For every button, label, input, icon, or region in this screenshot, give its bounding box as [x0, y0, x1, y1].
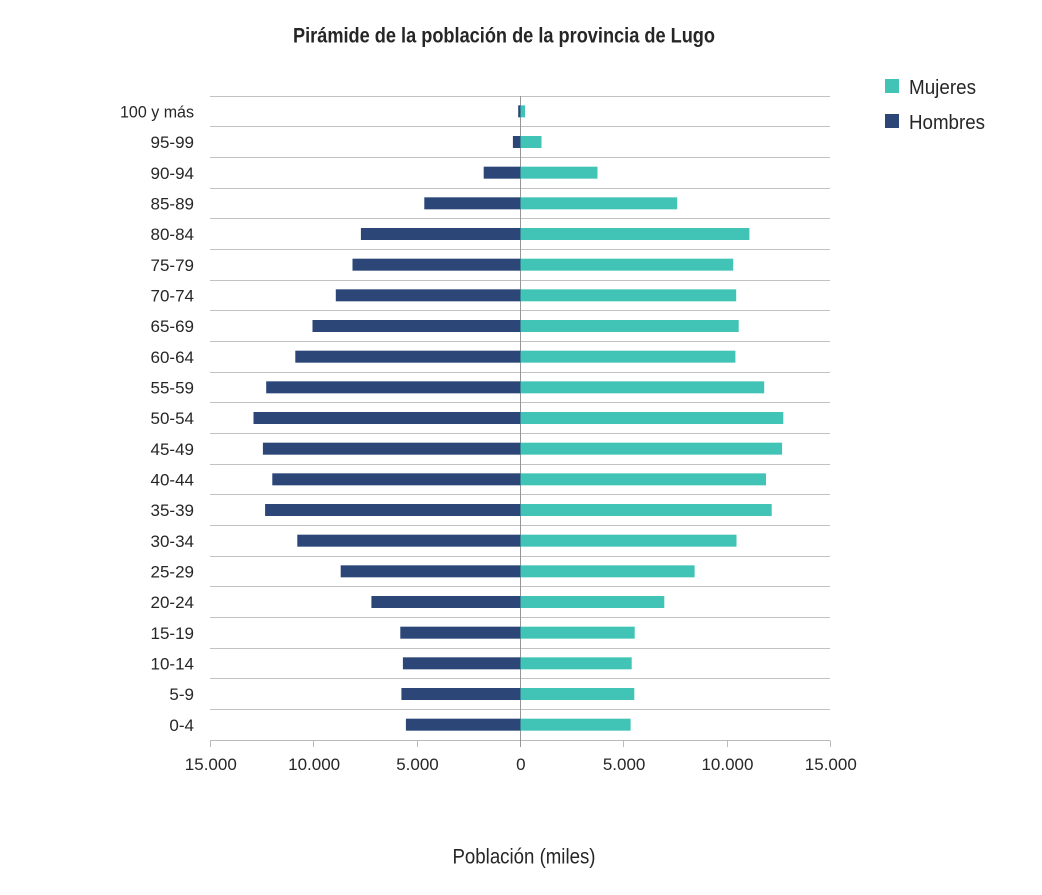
svg-text:15.000: 15.000: [185, 755, 237, 774]
svg-text:5-9: 5-9: [169, 685, 194, 704]
svg-text:90-94: 90-94: [151, 164, 194, 183]
svg-text:Mujeres: Mujeres: [909, 77, 976, 99]
svg-text:15.000: 15.000: [805, 755, 857, 774]
svg-text:5.000: 5.000: [603, 755, 646, 774]
svg-text:10.000: 10.000: [288, 755, 340, 774]
svg-text:95-99: 95-99: [151, 133, 194, 152]
svg-text:45-49: 45-49: [151, 440, 194, 459]
svg-text:10.000: 10.000: [701, 755, 753, 774]
svg-text:20-24: 20-24: [151, 593, 194, 612]
svg-text:65-69: 65-69: [151, 317, 194, 336]
svg-text:30-34: 30-34: [151, 532, 194, 551]
svg-text:15-19: 15-19: [151, 624, 194, 643]
svg-text:75-79: 75-79: [151, 256, 194, 275]
svg-text:60-64: 60-64: [151, 348, 194, 367]
svg-text:70-74: 70-74: [151, 287, 194, 306]
svg-text:10-14: 10-14: [151, 655, 194, 674]
svg-text:85-89: 85-89: [151, 195, 194, 214]
svg-text:55-59: 55-59: [151, 379, 194, 398]
svg-text:5.000: 5.000: [396, 755, 439, 774]
svg-text:0-4: 0-4: [169, 716, 194, 735]
svg-text:50-54: 50-54: [151, 409, 194, 428]
svg-text:Hombres: Hombres: [909, 112, 985, 134]
svg-text:Población (miles): Población (miles): [453, 846, 596, 869]
svg-text:100 y más: 100 y más: [120, 103, 194, 122]
svg-text:25-29: 25-29: [151, 563, 194, 582]
svg-text:0: 0: [516, 755, 525, 774]
svg-text:35-39: 35-39: [151, 501, 194, 520]
svg-text:80-84: 80-84: [151, 225, 194, 244]
svg-text:Pirámide de la población de la: Pirámide de la población de la provincia…: [293, 25, 715, 48]
svg-text:40-44: 40-44: [151, 471, 194, 490]
